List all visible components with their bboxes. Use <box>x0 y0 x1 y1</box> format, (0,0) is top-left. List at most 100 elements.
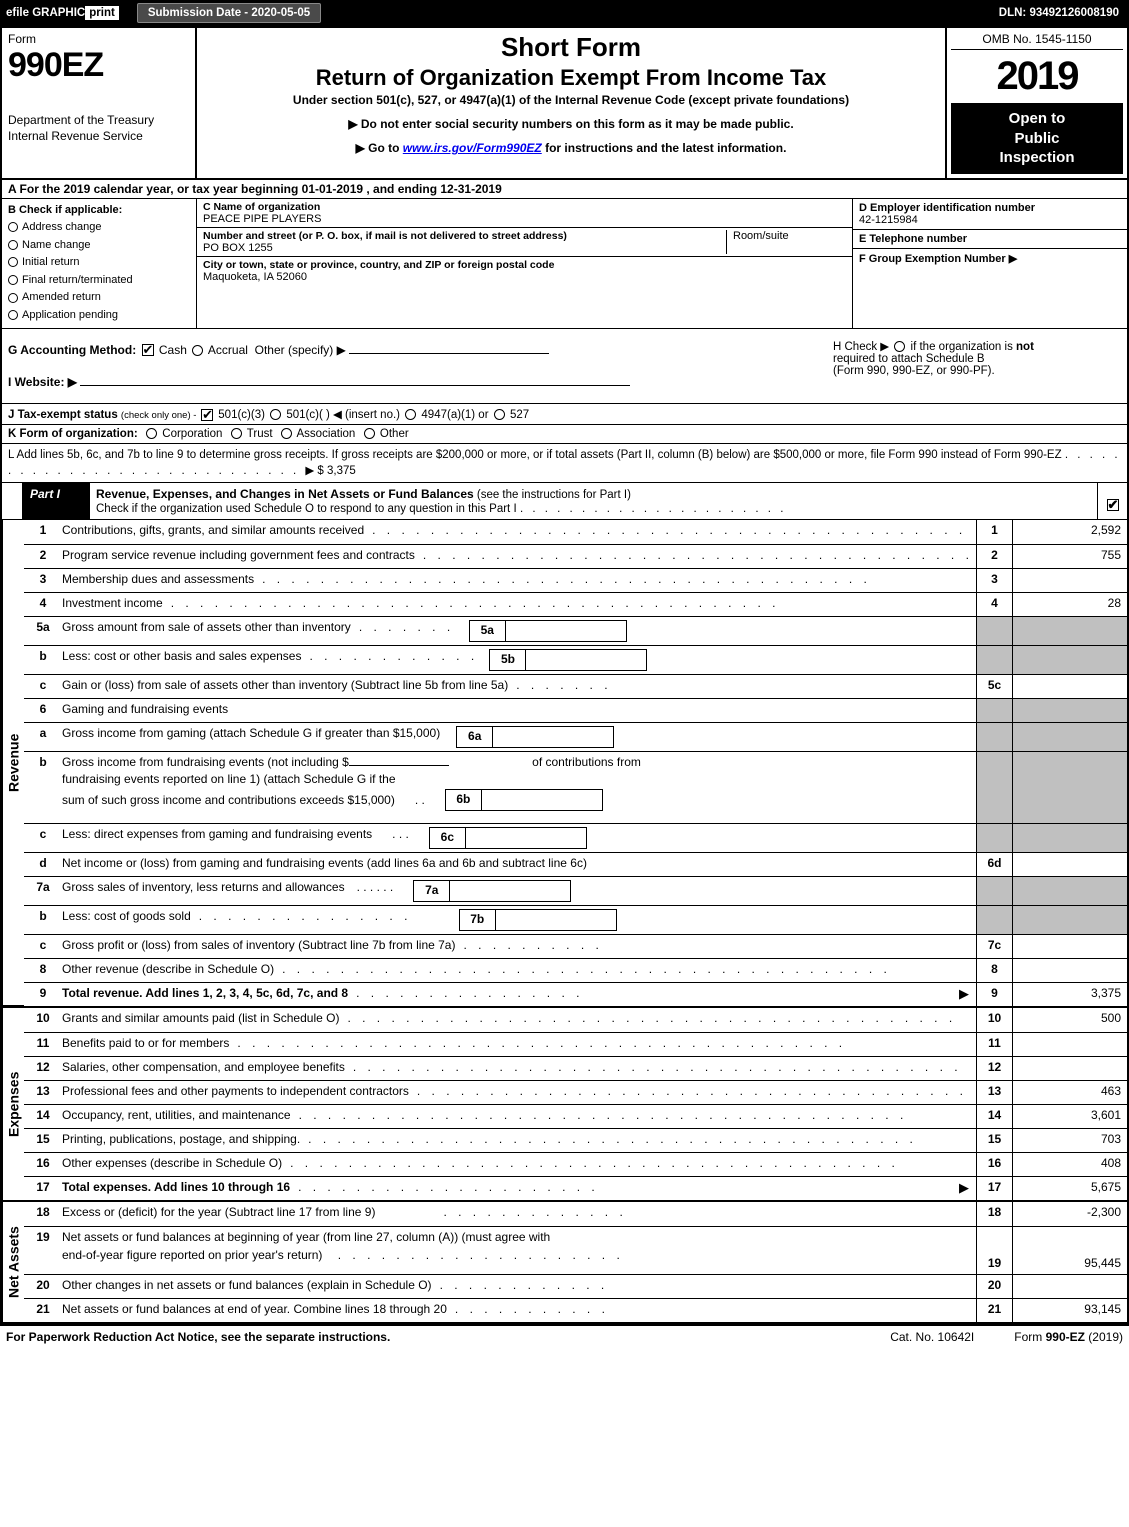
l-text: L Add lines 5b, 6c, and 7b to line 9 to … <box>8 449 1062 461</box>
line-2: 2 Program service revenue including gove… <box>24 544 1127 568</box>
line-20-value <box>1012 1275 1127 1298</box>
website-input[interactable] <box>80 385 630 386</box>
501c-radio[interactable] <box>270 409 281 420</box>
line-21: 21 Net assets or fund balances at end of… <box>24 1298 1127 1322</box>
print-button[interactable]: print <box>85 6 119 20</box>
line-15-value: 703 <box>1012 1129 1127 1152</box>
line-12: 12 Salaries, other compensation, and emp… <box>24 1056 1127 1080</box>
block-bcd: B Check if applicable: Address change Na… <box>2 199 1127 329</box>
527-radio[interactable] <box>494 409 505 420</box>
h-check-radio[interactable] <box>894 341 905 352</box>
return-title: Return of Organization Exempt From Incom… <box>205 65 937 91</box>
initial-return-radio[interactable] <box>8 257 18 267</box>
schedule-o-checkbox[interactable] <box>1107 499 1119 511</box>
line-13: 13 Professional fees and other payments … <box>24 1080 1127 1104</box>
corporation-radio[interactable] <box>146 428 157 439</box>
line-6a: a Gross income from gaming (attach Sched… <box>24 722 1127 751</box>
line-7c: c Gross profit or (loss) from sales of i… <box>24 934 1127 958</box>
tax-year: 2019 <box>951 50 1123 103</box>
row-k: K Form of organization: Corporation Trus… <box>2 425 1127 444</box>
association-radio[interactable] <box>281 428 292 439</box>
501c3-checkbox[interactable] <box>201 409 213 421</box>
line-3: 3 Membership dues and assessments. . . .… <box>24 568 1127 592</box>
other-method-input[interactable] <box>349 353 549 354</box>
cash-checkbox[interactable] <box>142 344 154 356</box>
amended-return-radio[interactable] <box>8 293 18 303</box>
row-a-calendar-year: A For the 2019 calendar year, or tax yea… <box>2 180 1127 199</box>
final-return-radio[interactable] <box>8 275 18 285</box>
c-city-label: City or town, state or province, country… <box>203 259 846 271</box>
top-bar: efile GRAPHIC print Submission Date - 20… <box>0 0 1129 26</box>
line-13-value: 463 <box>1012 1081 1127 1104</box>
omb-number: OMB No. 1545-1150 <box>951 32 1123 50</box>
line-5a: 5a Gross amount from sale of assets othe… <box>24 616 1127 645</box>
other-org-radio[interactable] <box>364 428 375 439</box>
website-label: I Website: ▶ <box>8 375 77 389</box>
group-exemption-label: F Group Exemption Number ▶ <box>859 253 1017 265</box>
line-8-value <box>1012 959 1127 982</box>
trust-radio[interactable] <box>231 428 242 439</box>
l-amount: ▶ $ 3,375 <box>305 465 355 477</box>
application-pending-radio[interactable] <box>8 310 18 320</box>
line-6d-value <box>1012 853 1127 876</box>
department-label: Department of the Treasury Internal Reve… <box>8 113 189 144</box>
row-ghi: G Accounting Method: Cash Accrual Other … <box>2 329 1127 404</box>
line-14-value: 3,601 <box>1012 1105 1127 1128</box>
4947-radio[interactable] <box>405 409 416 420</box>
row-j: J Tax-exempt status (check only one) - 5… <box>2 404 1127 425</box>
form-label: Form <box>8 32 189 46</box>
form-ref: Form 990-EZ (2019) <box>1014 1330 1123 1344</box>
line-8: 8 Other revenue (describe in Schedule O)… <box>24 958 1127 982</box>
h-column: H Check ▶ if the organization is not req… <box>827 329 1127 403</box>
submission-date-button[interactable]: Submission Date - 2020-05-05 <box>137 3 321 23</box>
line-9: 9 Total revenue. Add lines 1, 2, 3, 4, 5… <box>24 982 1127 1006</box>
part1-title: Revenue, Expenses, and Changes in Net As… <box>90 483 1097 519</box>
c-column: C Name of organization PEACE PIPE PLAYER… <box>197 199 852 328</box>
short-form-title: Short Form <box>205 32 937 63</box>
dln-label: DLN: 93492126008190 <box>999 7 1119 19</box>
line-18-value: -2,300 <box>1012 1202 1127 1226</box>
row-l: L Add lines 5b, 6c, and 7b to line 9 to … <box>2 444 1127 483</box>
line-6c: c Less: direct expenses from gaming and … <box>24 823 1127 852</box>
line-7b: b Less: cost of goods sold. . . . . . . … <box>24 905 1127 934</box>
org-address: PO BOX 1255 <box>203 242 273 254</box>
ssn-warning: ▶ Do not enter social security numbers o… <box>205 117 937 131</box>
c-name-label: C Name of organization <box>203 201 846 213</box>
line-19-value: 95,445 <box>1012 1227 1127 1274</box>
line-5b: b Less: cost or other basis and sales ex… <box>24 645 1127 674</box>
line-21-value: 93,145 <box>1012 1299 1127 1322</box>
line-6b: b Gross income from fundraising events (… <box>24 751 1127 823</box>
irs-link[interactable]: www.irs.gov/Form990EZ <box>403 141 542 155</box>
accrual-radio[interactable] <box>192 345 203 356</box>
tel-label: E Telephone number <box>859 233 967 245</box>
ein-label: D Employer identification number <box>859 202 1035 214</box>
line-6d: d Net income or (loss) from gaming and f… <box>24 852 1127 876</box>
line-19: 19 Net assets or fund balances at beginn… <box>24 1226 1127 1274</box>
part1-header: Part I Revenue, Expenses, and Changes in… <box>2 483 1127 520</box>
line-4: 4 Investment income. . . . . . . . . . .… <box>24 592 1127 616</box>
line-14: 14 Occupancy, rent, utilities, and maint… <box>24 1104 1127 1128</box>
header-right: OMB No. 1545-1150 2019 Open to Public In… <box>947 28 1127 178</box>
line-16-value: 408 <box>1012 1153 1127 1176</box>
net-assets-side-label: Net Assets <box>2 1202 24 1322</box>
line-1: 1 Contributions, gifts, grants, and simi… <box>24 520 1127 544</box>
header-center: Short Form Return of Organization Exempt… <box>197 28 947 178</box>
line-11: 11 Benefits paid to or for members. . . … <box>24 1032 1127 1056</box>
form-990ez-wrap: Form 990EZ Department of the Treasury In… <box>0 26 1129 1326</box>
page-footer: For Paperwork Reduction Act Notice, see … <box>0 1326 1129 1348</box>
line-9-value: 3,375 <box>1012 983 1127 1006</box>
line-20: 20 Other changes in net assets or fund b… <box>24 1274 1127 1298</box>
line-10: 10 Grants and similar amounts paid (list… <box>24 1008 1127 1032</box>
part1-schedule-o-check <box>1097 483 1127 519</box>
ein-value: 42-1215984 <box>859 214 918 226</box>
c-addr-label: Number and street (or P. O. box, if mail… <box>203 230 567 242</box>
line-16: 16 Other expenses (describe in Schedule … <box>24 1152 1127 1176</box>
arrow-icon: ▶ <box>959 1180 969 1196</box>
arrow-icon: ▶ <box>959 986 969 1002</box>
org-name: PEACE PIPE PLAYERS <box>203 213 846 225</box>
address-change-radio[interactable] <box>8 222 18 232</box>
name-change-radio[interactable] <box>8 240 18 250</box>
form-org-label: K Form of organization: <box>8 428 138 440</box>
line-11-value <box>1012 1033 1127 1056</box>
line-5c-value <box>1012 675 1127 698</box>
